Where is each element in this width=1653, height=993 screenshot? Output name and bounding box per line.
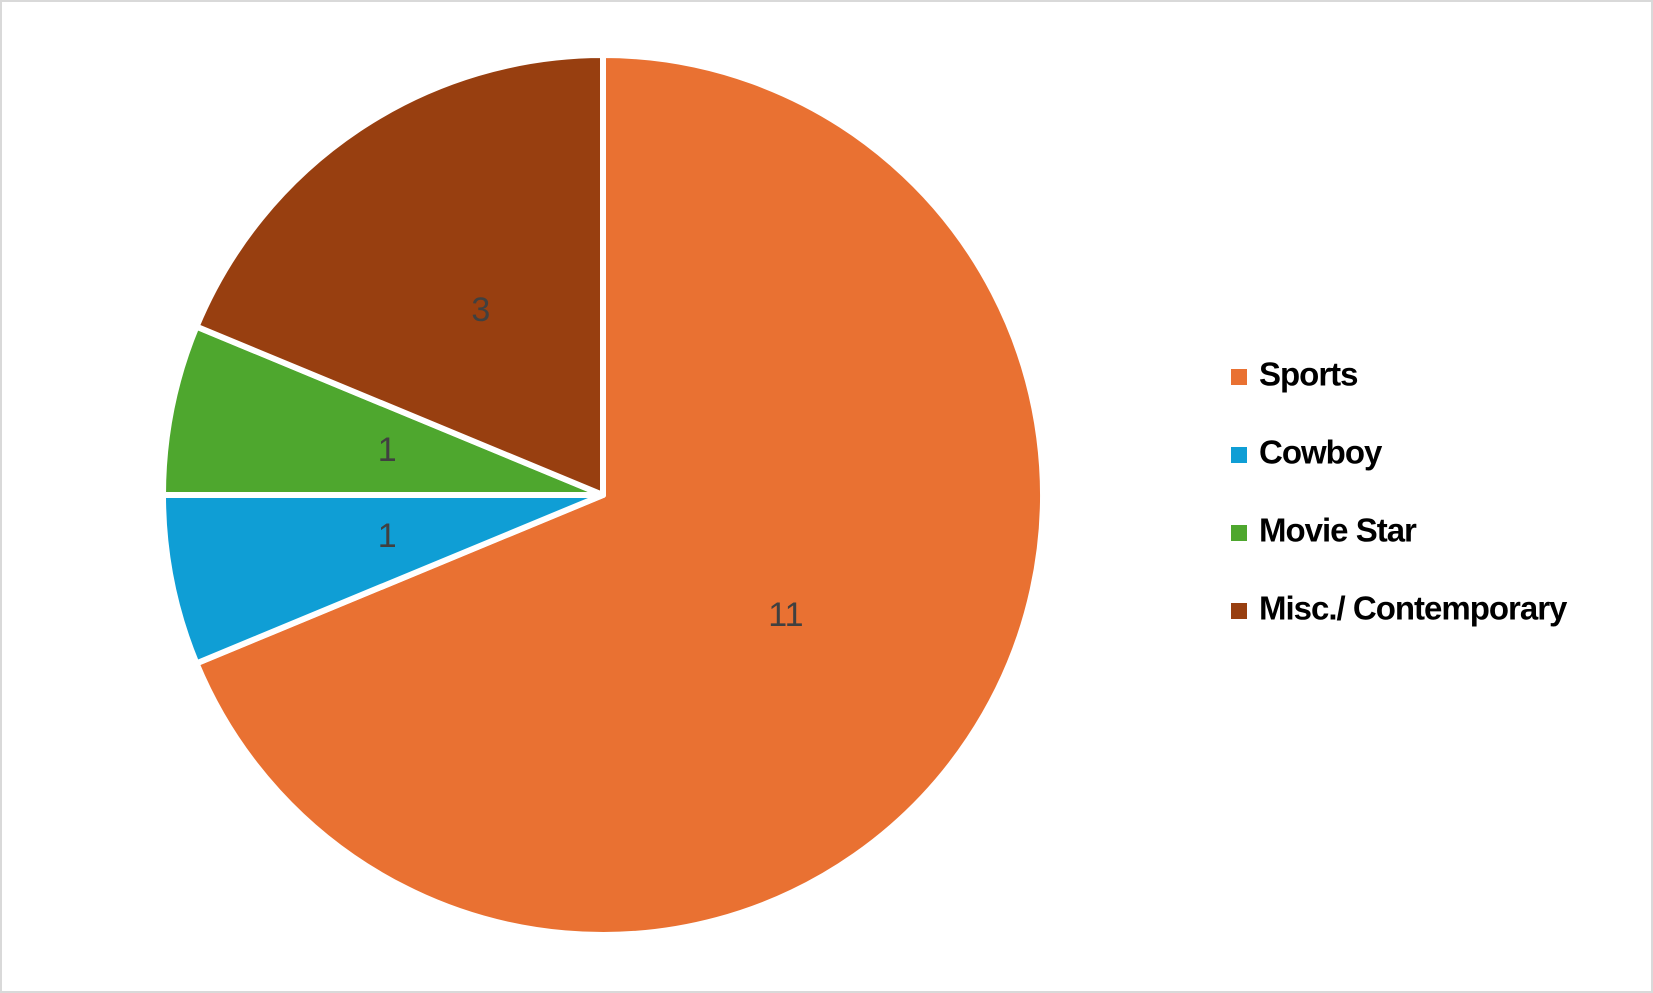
legend-marker <box>1231 447 1247 463</box>
legend-marker <box>1231 603 1247 619</box>
legend-marker <box>1231 369 1247 385</box>
legend-marker <box>1231 525 1247 541</box>
data-label: 1 <box>378 517 397 555</box>
data-label: 3 <box>471 291 490 329</box>
data-label: 1 <box>378 431 397 469</box>
legend-label: Cowboy <box>1259 434 1383 471</box>
legend-label: Movie Star <box>1259 512 1417 549</box>
legend-label: Sports <box>1259 356 1358 393</box>
pie-slice <box>193 52 1046 938</box>
legend-label: Misc./ Contemporary <box>1259 590 1568 627</box>
pie-slice <box>160 492 606 667</box>
pie-slice <box>193 52 606 498</box>
data-label: 11 <box>768 596 803 634</box>
pie-slice <box>160 323 606 498</box>
